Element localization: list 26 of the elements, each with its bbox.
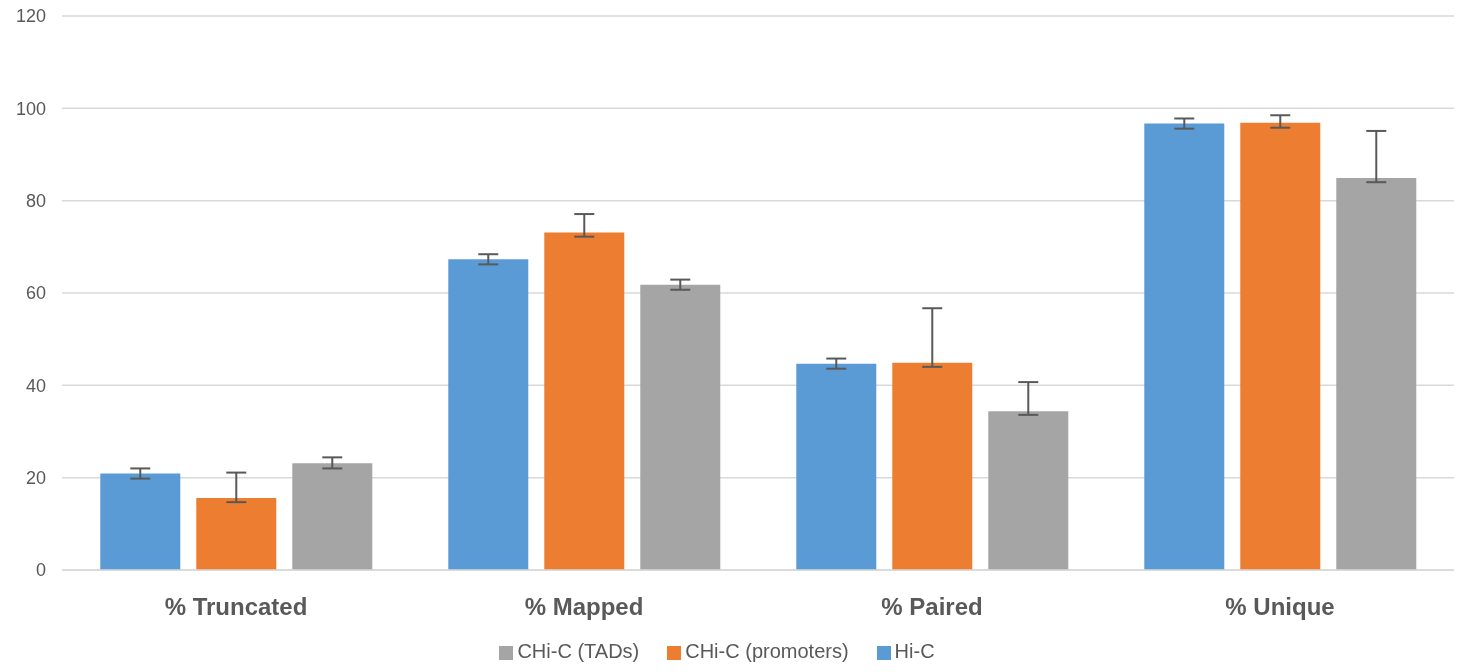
- bar: [988, 411, 1069, 570]
- x-tick-label: % Unique: [1225, 593, 1335, 621]
- bar: [640, 284, 721, 570]
- x-tick-label: % Mapped: [524, 593, 644, 621]
- x-tick-label: % Paired: [881, 593, 983, 621]
- bar: [100, 473, 181, 570]
- bar: [1336, 178, 1417, 570]
- bar: [544, 232, 625, 570]
- legend-label: CHi-C (promoters): [685, 640, 849, 662]
- y-tick-label: 20: [25, 468, 46, 489]
- y-tick-label: 40: [25, 375, 46, 396]
- legend-label: CHi-C (TADs): [517, 640, 640, 662]
- y-tick-label: 0: [35, 560, 46, 581]
- bar: [1240, 122, 1321, 570]
- y-tick-label: 120: [15, 6, 46, 27]
- y-tick-label: 80: [25, 191, 46, 212]
- bar: [892, 362, 973, 570]
- bar: [448, 259, 529, 570]
- x-tick-label: % Truncated: [164, 593, 308, 621]
- y-tick-label: 60: [25, 283, 46, 304]
- bar: [196, 497, 277, 570]
- bar: [292, 463, 373, 570]
- bar: [1144, 123, 1225, 570]
- bar: [796, 363, 877, 570]
- legend-label: Hi-C: [894, 640, 935, 662]
- y-tick-label: 100: [15, 98, 46, 119]
